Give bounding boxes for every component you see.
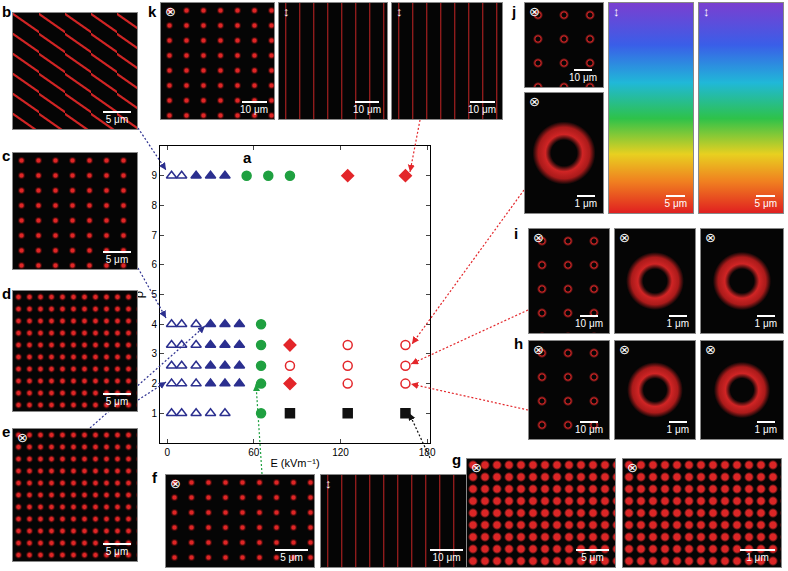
svg-text:7: 7 bbox=[151, 230, 157, 241]
html-text:i: i bbox=[514, 225, 519, 242]
svg-text:ρ: ρ bbox=[131, 290, 147, 299]
html-text:1 μm: 1 μm bbox=[746, 552, 769, 563]
html-text:k: k bbox=[148, 3, 157, 20]
html-text:5 μm: 5 μm bbox=[754, 198, 777, 209]
html-text:b: b bbox=[2, 3, 12, 20]
svg-text:180: 180 bbox=[419, 447, 436, 458]
html-text:10 μm: 10 μm bbox=[575, 318, 603, 329]
html-text:e: e bbox=[2, 423, 11, 440]
html-text:g: g bbox=[452, 451, 462, 468]
svg-text:1: 1 bbox=[151, 408, 157, 419]
svg-text:0: 0 bbox=[164, 447, 170, 458]
html-text:10 μm: 10 μm bbox=[575, 424, 603, 435]
html-text:5 μm: 5 μm bbox=[280, 552, 303, 563]
html-text:h: h bbox=[514, 335, 524, 352]
svg-text:3: 3 bbox=[151, 348, 157, 359]
html-text:10 μm: 10 μm bbox=[240, 104, 268, 115]
html-text:5 μm: 5 μm bbox=[664, 198, 687, 209]
svg-text:120: 120 bbox=[332, 447, 349, 458]
svg-text:a: a bbox=[243, 149, 252, 166]
html-text:10 μm: 10 μm bbox=[569, 72, 597, 83]
html-text:5 μm: 5 μm bbox=[581, 552, 604, 563]
svg-text:8: 8 bbox=[151, 200, 157, 211]
html-text:1 μm: 1 μm bbox=[574, 198, 597, 209]
html-text:1 μm: 1 μm bbox=[754, 424, 777, 435]
html-text:c: c bbox=[2, 147, 11, 164]
svg-text:5: 5 bbox=[151, 289, 157, 300]
svg-text:9: 9 bbox=[151, 170, 157, 181]
html-text:5 μm: 5 μm bbox=[105, 396, 129, 407]
html-text:10 μm: 10 μm bbox=[432, 552, 461, 563]
html-text:10 μm: 10 μm bbox=[468, 104, 496, 115]
html-text:1 μm: 1 μm bbox=[754, 318, 777, 329]
html-text:j: j bbox=[512, 3, 517, 20]
html-text:1 μm: 1 μm bbox=[666, 424, 689, 435]
html-text:f: f bbox=[152, 469, 157, 486]
html-text:10 μm: 10 μm bbox=[353, 104, 381, 115]
svg-text:4: 4 bbox=[151, 319, 157, 330]
svg-text:6: 6 bbox=[151, 259, 157, 270]
html-text:d: d bbox=[2, 285, 12, 302]
html-text:5 μm: 5 μm bbox=[105, 114, 129, 125]
svg-text:E (kVm⁻¹): E (kVm⁻¹) bbox=[270, 457, 319, 469]
svg-text:60: 60 bbox=[248, 447, 260, 458]
html-text:5 μm: 5 μm bbox=[105, 546, 129, 557]
html-text:1 μm: 1 μm bbox=[666, 318, 689, 329]
svg-text:2: 2 bbox=[151, 378, 157, 389]
html-text:5 μm: 5 μm bbox=[105, 254, 129, 265]
